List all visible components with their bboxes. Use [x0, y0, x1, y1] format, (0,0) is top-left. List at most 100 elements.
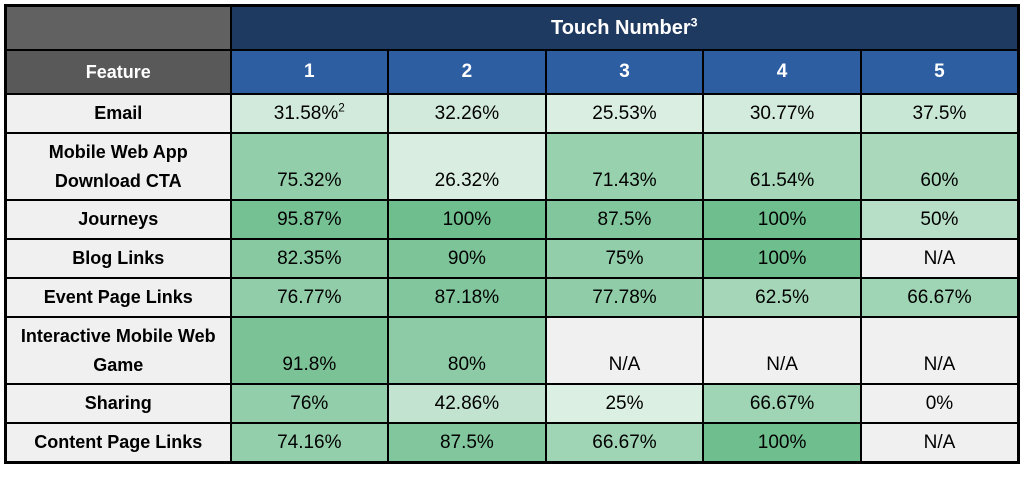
value-text: N/A [608, 354, 641, 376]
value-cell: 77.78% [544, 276, 705, 318]
value-text: 66.67% [592, 431, 657, 453]
value-cell: 26.32% [387, 131, 547, 202]
table-row: Interactive Mobile Web Game 91.8% 80% N/A N/… [4, 315, 1020, 386]
value-cell: 31.58%2 [229, 93, 390, 134]
value-text: 62.5% [755, 286, 810, 308]
touch-column-header-4: 4 [702, 49, 862, 95]
value-cell: 42.86% [387, 383, 547, 425]
table-title-text: Touch Number [550, 16, 691, 39]
value-cell: 87.5% [544, 199, 705, 241]
value-cell: 66.67% [544, 422, 705, 464]
touch-column-header-2: 2 [387, 49, 547, 95]
value-cell: 100% [702, 238, 862, 279]
touch-column-header-5: 5 [859, 49, 1020, 95]
value-text: 75.32% [277, 170, 342, 192]
table-row: Event Page Links 76.77% 87.18% 77.78% 62.5% 6… [4, 276, 1020, 318]
value-text: 76% [290, 393, 329, 415]
value-text: 42.86% [434, 393, 500, 415]
value-text: 100% [757, 247, 807, 269]
value-cell: 82.35% [229, 238, 390, 279]
touch-column-header-1: 1 [229, 49, 390, 95]
value-cell: N/A [859, 315, 1020, 386]
value-text: 25% [605, 393, 644, 415]
value-text: 100% [442, 209, 492, 231]
value-text: 66.67% [749, 393, 815, 415]
feature-label: Email [4, 93, 232, 134]
value-text: 37.5% [912, 102, 967, 124]
value-cell: 80% [387, 315, 547, 386]
touch-column-header-3: 3 [544, 49, 705, 95]
feature-label: Blog Links [4, 238, 232, 279]
value-text: 71.43% [592, 170, 657, 192]
value-cell: 71.43% [544, 131, 705, 202]
corner-spacer-cell [4, 4, 232, 51]
feature-label: Sharing [4, 383, 232, 425]
value-cell: 60% [859, 131, 1020, 202]
value-text: 100% [757, 209, 807, 231]
value-cell: 76% [229, 383, 390, 425]
value-text: 25.53% [592, 102, 657, 124]
value-text: 66.67% [907, 286, 972, 308]
value-cell: 61.54% [702, 131, 862, 202]
feature-label: Journeys [4, 199, 232, 241]
value-text: 50% [920, 209, 959, 231]
value-cell: N/A [702, 315, 862, 386]
value-text: 95.87% [277, 209, 342, 231]
value-cell: 32.26% [387, 93, 547, 134]
value-text: 0% [925, 393, 954, 415]
value-text: 74.16% [277, 431, 342, 453]
value-cell: 90% [387, 238, 547, 279]
value-cell: 87.18% [387, 276, 547, 318]
value-text: N/A [923, 431, 956, 453]
value-text: 80% [447, 354, 486, 376]
value-text: 87.5% [597, 209, 652, 231]
table-title-row: Touch Number3 [4, 4, 1020, 51]
table-row: Sharing 76% 42.86% 25% 66.67% 0% [4, 383, 1020, 425]
value-cell: 25% [544, 383, 705, 425]
value-text: 87.5% [439, 431, 494, 453]
value-text: 82.35% [277, 247, 342, 269]
value-cell: 91.8% [229, 315, 390, 386]
feature-label: Interactive Mobile Web Game [4, 315, 232, 386]
value-cell: 74.16% [229, 422, 390, 464]
value-cell: 95.87% [229, 199, 390, 241]
value-cell: 75% [544, 238, 705, 279]
feature-label: Event Page Links [4, 276, 232, 318]
value-text: N/A [923, 247, 956, 269]
value-text: 61.54% [749, 170, 815, 192]
value-text: 76.77% [277, 286, 342, 308]
value-cell: 100% [702, 422, 862, 464]
value-cell: 87.5% [387, 422, 547, 464]
feature-label: Mobile Web App Download CTA [4, 131, 232, 202]
value-text: 75% [605, 247, 644, 269]
value-cell: N/A [859, 238, 1020, 279]
value-footnote-marker: 2 [338, 101, 345, 115]
value-cell: 66.67% [702, 383, 862, 425]
table-row: Mobile Web App Download CTA 75.32% 26.32% 7… [4, 131, 1020, 202]
value-cell: N/A [859, 422, 1020, 464]
table-row: Blog Links 82.35% 90% 75% 100% N/A [4, 238, 1020, 279]
value-text: 91.8% [282, 354, 337, 376]
value-text: 32.26% [434, 102, 500, 124]
value-cell: N/A [544, 315, 705, 386]
value-cell: 50% [859, 199, 1020, 241]
value-cell: 37.5% [859, 93, 1020, 134]
value-text: 60% [920, 170, 959, 192]
value-text: 30.77% [749, 102, 815, 124]
value-cell: 100% [387, 199, 547, 241]
value-text: N/A [923, 354, 956, 376]
value-text: N/A [766, 354, 798, 376]
value-text: 100% [757, 431, 807, 453]
table-row: Email 31.58%2 32.26% 25.53% 30.77% 37.5% [4, 93, 1020, 134]
table-title: Touch Number3 [229, 4, 1020, 51]
title-footnote-marker: 3 [690, 14, 698, 29]
value-cell: 66.67% [859, 276, 1020, 318]
value-cell: 25.53% [544, 93, 705, 134]
value-cell: 100% [702, 199, 862, 241]
table-row: Content Page Links 74.16% 87.5% 66.67% 100% N… [4, 422, 1020, 464]
table-row: Journeys 95.87% 100% 87.5% 100% 50% [4, 199, 1020, 241]
value-text: 87.18% [434, 286, 500, 308]
value-text: 26.32% [434, 170, 500, 192]
